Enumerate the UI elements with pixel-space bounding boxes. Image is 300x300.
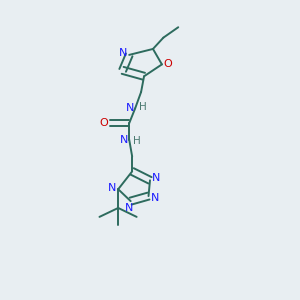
Text: N: N (120, 135, 128, 145)
Text: N: N (107, 183, 116, 193)
Text: N: N (119, 47, 128, 58)
Text: N: N (125, 203, 134, 213)
Text: O: O (164, 59, 172, 69)
Text: H: H (139, 102, 146, 112)
Text: N: N (152, 173, 161, 183)
Text: H: H (133, 136, 140, 146)
Text: N: N (126, 103, 134, 113)
Text: N: N (151, 193, 159, 202)
Text: O: O (99, 118, 108, 128)
